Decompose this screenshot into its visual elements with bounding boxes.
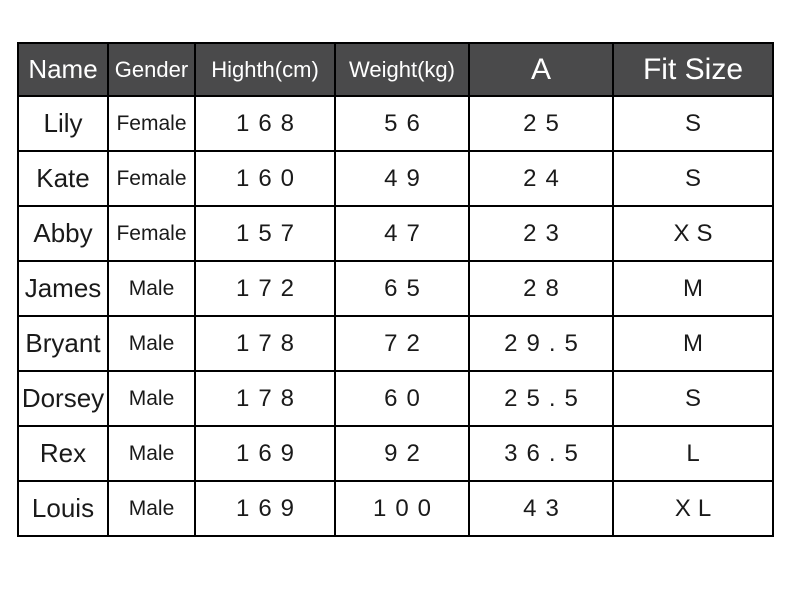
cell-gender: Male	[107, 480, 196, 537]
cell-a: 28	[468, 260, 614, 317]
table-row: Abby Female 157 47 23 XS	[17, 205, 774, 262]
column-header-gender: Gender	[107, 42, 196, 97]
table-row: Bryant Male 178 72 29.5 M	[17, 315, 774, 372]
column-header-height: Highth(cm)	[194, 42, 336, 97]
column-header-fit: Fit Size	[612, 42, 774, 97]
cell-fit: L	[612, 425, 774, 482]
size-table: Name Gender Highth(cm) Weight(kg) A Fit Size …	[17, 42, 774, 537]
cell-weight: 47	[334, 205, 470, 262]
cell-gender: Male	[107, 260, 196, 317]
cell-a: 24	[468, 150, 614, 207]
cell-name: Louis	[17, 480, 109, 537]
cell-a: 36.5	[468, 425, 614, 482]
cell-name: Bryant	[17, 315, 109, 372]
cell-weight: 92	[334, 425, 470, 482]
column-header-name: Name	[17, 42, 109, 97]
cell-height: 169	[194, 480, 336, 537]
table-row: Lily Female 168 56 25 S	[17, 95, 774, 152]
cell-height: 157	[194, 205, 336, 262]
cell-gender: Male	[107, 425, 196, 482]
cell-gender: Female	[107, 205, 196, 262]
cell-a: 25	[468, 95, 614, 152]
cell-height: 168	[194, 95, 336, 152]
cell-a: 29.5	[468, 315, 614, 372]
cell-weight: 60	[334, 370, 470, 427]
table-row: James Male 172 65 28 M	[17, 260, 774, 317]
cell-name: Abby	[17, 205, 109, 262]
cell-height: 172	[194, 260, 336, 317]
table-row: Rex Male 169 92 36.5 L	[17, 425, 774, 482]
cell-name: James	[17, 260, 109, 317]
cell-fit: S	[612, 95, 774, 152]
cell-weight: 49	[334, 150, 470, 207]
table-header-row: Name Gender Highth(cm) Weight(kg) A Fit Size	[17, 42, 774, 97]
cell-fit: S	[612, 150, 774, 207]
cell-a: 23	[468, 205, 614, 262]
cell-height: 169	[194, 425, 336, 482]
cell-gender: Female	[107, 150, 196, 207]
cell-fit: XS	[612, 205, 774, 262]
cell-gender: Male	[107, 370, 196, 427]
cell-a: 25.5	[468, 370, 614, 427]
column-header-a: A	[468, 42, 614, 97]
cell-fit: M	[612, 315, 774, 372]
cell-name: Lily	[17, 95, 109, 152]
table-row: Kate Female 160 49 24 S	[17, 150, 774, 207]
cell-weight: 72	[334, 315, 470, 372]
table-row: Dorsey Male 178 60 25.5 S	[17, 370, 774, 427]
cell-height: 178	[194, 315, 336, 372]
cell-weight: 65	[334, 260, 470, 317]
cell-weight: 100	[334, 480, 470, 537]
table-row: Louis Male 169 100 43 XL	[17, 480, 774, 537]
cell-name: Dorsey	[17, 370, 109, 427]
cell-fit: S	[612, 370, 774, 427]
cell-weight: 56	[334, 95, 470, 152]
cell-name: Kate	[17, 150, 109, 207]
cell-fit: XL	[612, 480, 774, 537]
cell-height: 160	[194, 150, 336, 207]
cell-name: Rex	[17, 425, 109, 482]
column-header-weight: Weight(kg)	[334, 42, 470, 97]
cell-a: 43	[468, 480, 614, 537]
cell-gender: Male	[107, 315, 196, 372]
cell-fit: M	[612, 260, 774, 317]
cell-height: 178	[194, 370, 336, 427]
cell-gender: Female	[107, 95, 196, 152]
